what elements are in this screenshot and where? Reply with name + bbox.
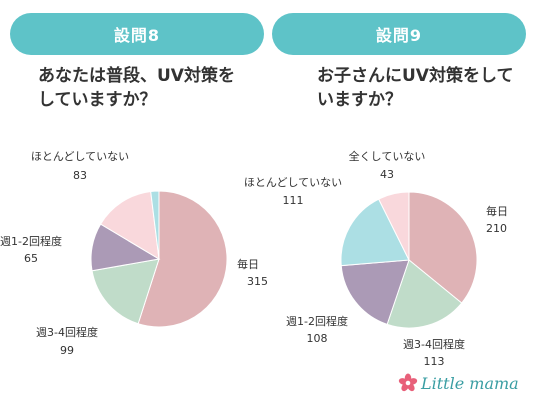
question-9-header: 設問9 — [272, 13, 526, 55]
chart9-slice-2 — [340, 259, 410, 326]
chart9-value-0: 210 — [486, 222, 507, 235]
question-8-header: 設問8 — [10, 13, 264, 55]
question-8-title: 設問8 — [113, 26, 161, 45]
chart9-slice-0 — [408, 191, 478, 304]
chart8-label-2: 週1-2回程度 — [0, 234, 62, 248]
chart9-label-0: 毎日 — [486, 205, 508, 218]
chart8-value-2: 65 — [24, 252, 38, 265]
chart8-slice-extra — [150, 190, 160, 260]
chart8-slice-0 — [137, 190, 228, 328]
chart8-label-1: 週3-4回程度 — [36, 325, 98, 339]
chart8-label-3: ほとんどしていない — [31, 150, 129, 163]
chart9-value-3: 111 — [283, 194, 304, 207]
chart9-slice-1 — [386, 259, 463, 329]
chart9-label-3: ほとんどしていない — [244, 176, 342, 189]
chart8-value-1: 99 — [60, 344, 74, 357]
chart9-label-1: 週3-4回程度 — [403, 337, 465, 351]
question-9-title: 設問9 — [375, 26, 423, 45]
chart8-label-0: 毎日 — [237, 258, 259, 271]
chart8-value-3: 83 — [73, 169, 87, 182]
chart9-value-1: 113 — [424, 355, 445, 368]
brand-name: Little mama — [421, 373, 519, 393]
chart9-slice-4 — [378, 191, 410, 261]
question-9-text: お子さんにUV対策をして いますか？ — [317, 66, 514, 110]
chart9-value-4: 43 — [380, 168, 394, 181]
chart9-label-4: 全くしていない — [349, 149, 426, 163]
chart9-slice-3 — [340, 198, 410, 267]
chart8-slice-1 — [91, 258, 160, 325]
chart8-slice-3 — [99, 190, 160, 260]
chart9-value-2: 108 — [307, 332, 328, 345]
chart9-label-2: 週1-2回程度 — [286, 314, 348, 328]
flower-icon — [398, 373, 418, 392]
question-8-text: あなたは普段、UV対策を していますか？ — [38, 66, 235, 110]
chart8-value-0: 315 — [247, 275, 268, 288]
brand-logo: Little mama — [398, 369, 519, 397]
